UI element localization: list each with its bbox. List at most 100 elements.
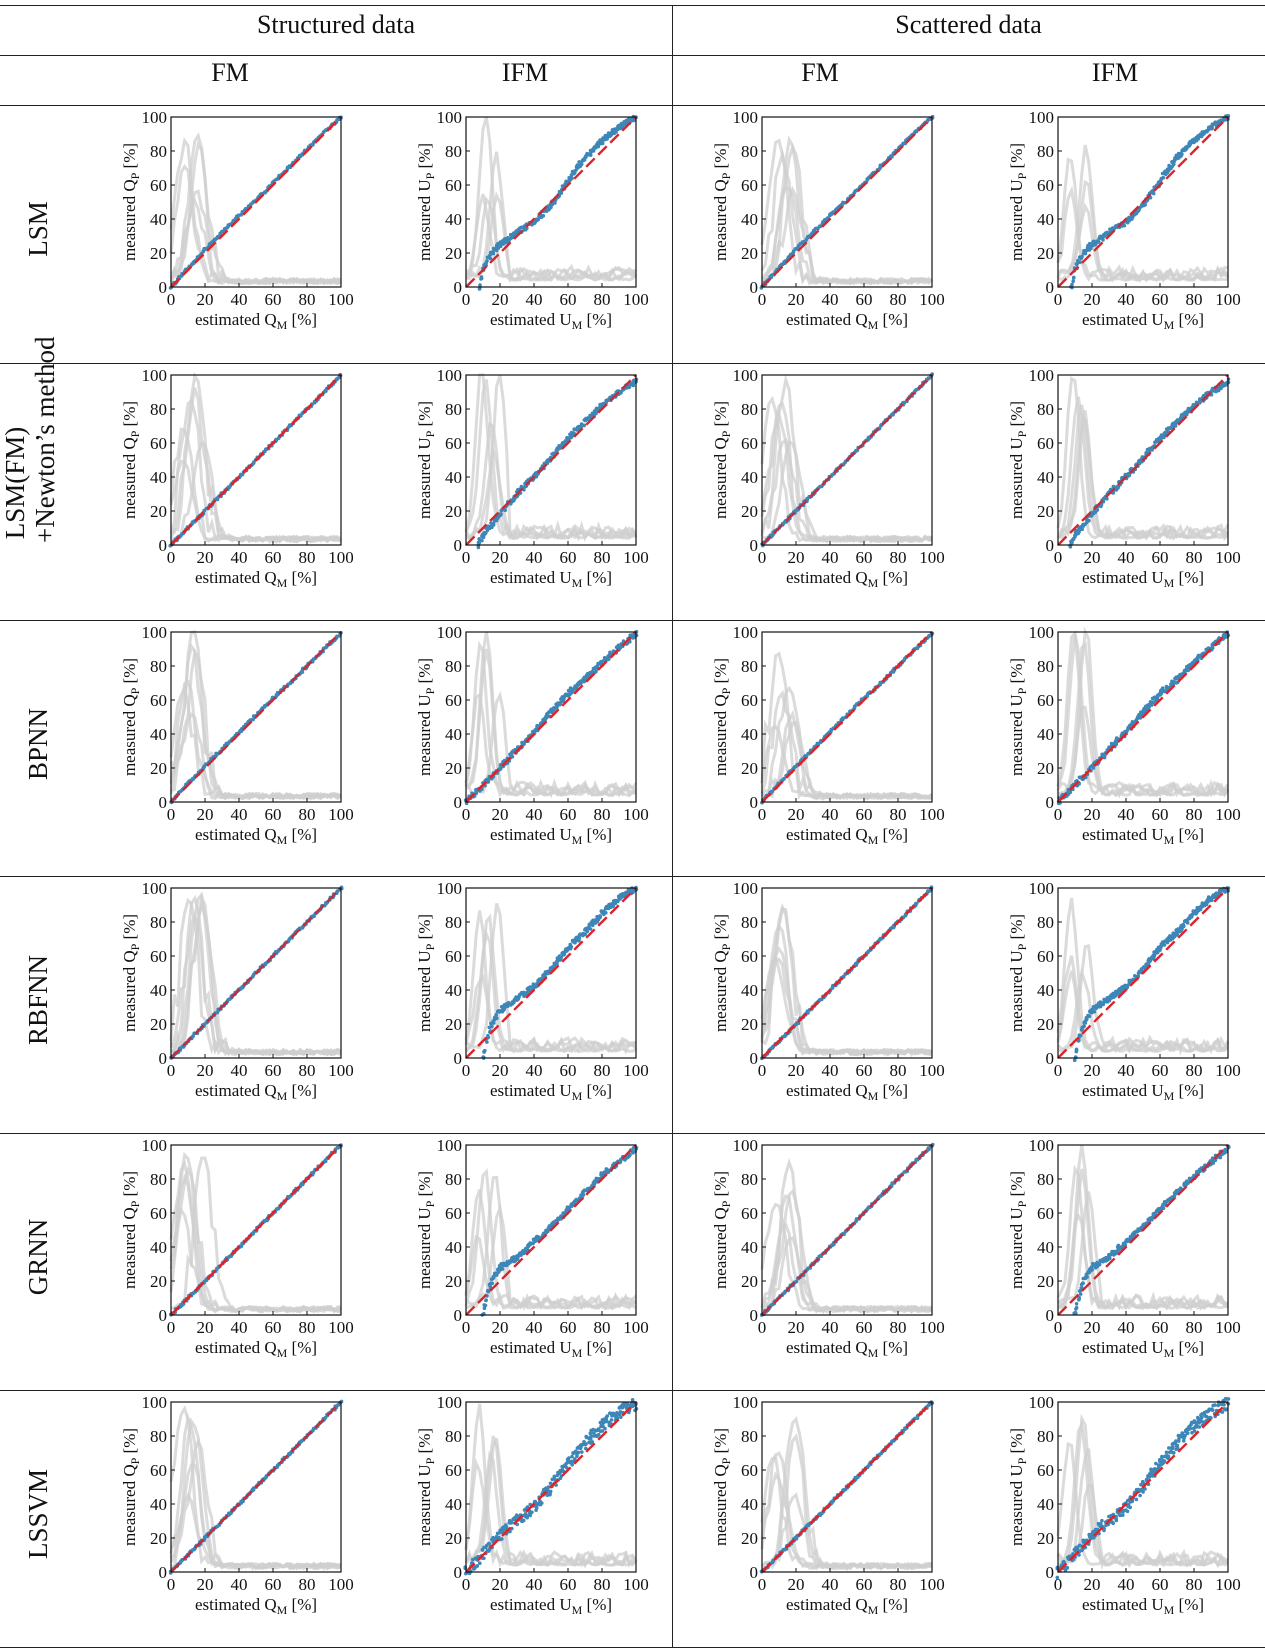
plot-frame	[1057, 631, 1229, 803]
x-tick-label: 20	[492, 290, 509, 309]
data-point	[1224, 383, 1228, 387]
data-point	[1180, 152, 1184, 157]
scatter-chart: 0 0 20 20 40 40 60 60 80 80 100 100 estimated UM [%]…	[408, 108, 668, 350]
scatter-chart: 0 0 20 20 40 40 60 60 80 80 100 100 estimated UM [%]…	[1000, 879, 1260, 1121]
data-point	[519, 225, 524, 230]
x-tick-label: 40	[231, 548, 248, 567]
y-tick-label: 40	[1037, 981, 1054, 1000]
x-tick-label: 100	[328, 1061, 354, 1080]
data-point	[1161, 686, 1165, 690]
x-axis-label: estimated QM [%]	[195, 1338, 317, 1361]
x-tick-label: 20	[788, 548, 805, 567]
y-tick-label: 20	[150, 502, 167, 521]
x-tick-label: 80	[890, 1061, 907, 1080]
y-axis-label: measured QP [%]	[711, 914, 734, 1032]
data-point	[540, 976, 544, 981]
y-tick-label: 20	[741, 1015, 758, 1034]
data-point	[614, 130, 618, 134]
background-curve	[169, 684, 343, 801]
data-point	[577, 160, 581, 164]
x-tick-label: 40	[526, 805, 543, 824]
data-point	[484, 1298, 488, 1302]
x-tick-label: 100	[1215, 290, 1241, 309]
scatter-chart: 0 0 20 20 40 40 60 60 80 80 100 100 estimated UM [%]…	[408, 366, 668, 608]
data-point	[1208, 898, 1213, 903]
reference-line	[465, 374, 637, 546]
y-tick-label: 100	[142, 624, 168, 642]
y-tick-label: 60	[1037, 434, 1054, 453]
x-tick-label: 40	[231, 1061, 248, 1080]
x-tick-label: 20	[788, 1061, 805, 1080]
data-point	[632, 118, 636, 123]
x-tick-label: 80	[299, 290, 316, 309]
y-tick-label: 60	[150, 176, 167, 195]
y-tick-label: 80	[741, 657, 758, 676]
data-point	[1173, 424, 1178, 428]
background-curves	[464, 373, 638, 542]
background-curve	[1056, 185, 1229, 283]
x-tick-label: 60	[1152, 548, 1169, 567]
plot-frame	[761, 887, 933, 1059]
table-rule	[0, 1133, 1265, 1134]
y-tick-label: 40	[445, 725, 462, 744]
data-point	[1122, 223, 1127, 228]
data-point	[559, 191, 563, 195]
data-point	[543, 717, 548, 722]
x-tick-label: 40	[231, 290, 248, 309]
y-tick-label: 100	[733, 367, 759, 385]
y-tick-label: 100	[1029, 880, 1055, 898]
y-axis-label: measured UP [%]	[1007, 914, 1030, 1032]
x-tick-label: 80	[1186, 805, 1203, 824]
data-point	[1083, 1021, 1088, 1025]
data-point	[1161, 175, 1166, 180]
x-tick-label: 80	[594, 290, 611, 309]
data-point	[1205, 130, 1209, 134]
y-tick-label: 80	[741, 400, 758, 419]
x-tick-label: 40	[526, 290, 543, 309]
x-tick-label: 100	[1215, 1061, 1241, 1080]
data-point	[323, 1159, 328, 1163]
data-point	[509, 753, 514, 757]
row-label-line: +Newton’s method	[30, 336, 60, 543]
data-point	[228, 484, 233, 488]
background-curve	[465, 195, 637, 282]
x-tick-label: 0	[167, 1061, 176, 1080]
x-tick-label: 80	[890, 290, 907, 309]
data-point	[491, 251, 496, 256]
x-tick-label: 80	[890, 548, 907, 567]
data-point	[525, 226, 529, 230]
y-tick-label: 20	[445, 1015, 462, 1034]
x-axis-label: estimated QM [%]	[195, 310, 317, 333]
x-tick-label: 40	[822, 548, 839, 567]
x-tick-label: 40	[1118, 1061, 1135, 1080]
data-point	[551, 706, 556, 710]
y-tick-label: 60	[741, 691, 758, 710]
data-point	[480, 538, 484, 543]
data-point	[263, 962, 268, 966]
x-axis-label: estimated UM [%]	[1082, 568, 1204, 591]
row-label: LSSVM	[23, 1454, 53, 1574]
y-tick-label: 80	[150, 657, 167, 676]
data-point	[1127, 219, 1131, 223]
y-tick-label: 100	[1029, 109, 1055, 127]
table-rule	[0, 620, 1265, 621]
data-point	[579, 162, 584, 166]
data-points	[1072, 886, 1231, 1062]
y-axis-label: measured QP [%]	[711, 658, 734, 776]
y-axis-label: measured QP [%]	[711, 143, 734, 261]
data-point	[604, 911, 608, 915]
data-point	[490, 1281, 495, 1285]
y-tick-label: 80	[741, 142, 758, 161]
row-label-line: LSSVM	[23, 1468, 53, 1560]
y-tick-label: 0	[159, 1049, 168, 1068]
x-tick-label: 100	[919, 290, 945, 309]
y-tick-label: 40	[1037, 725, 1054, 744]
table-rule	[0, 1390, 1265, 1391]
x-tick-label: 40	[1118, 805, 1135, 824]
x-tick-label: 60	[265, 1318, 282, 1337]
